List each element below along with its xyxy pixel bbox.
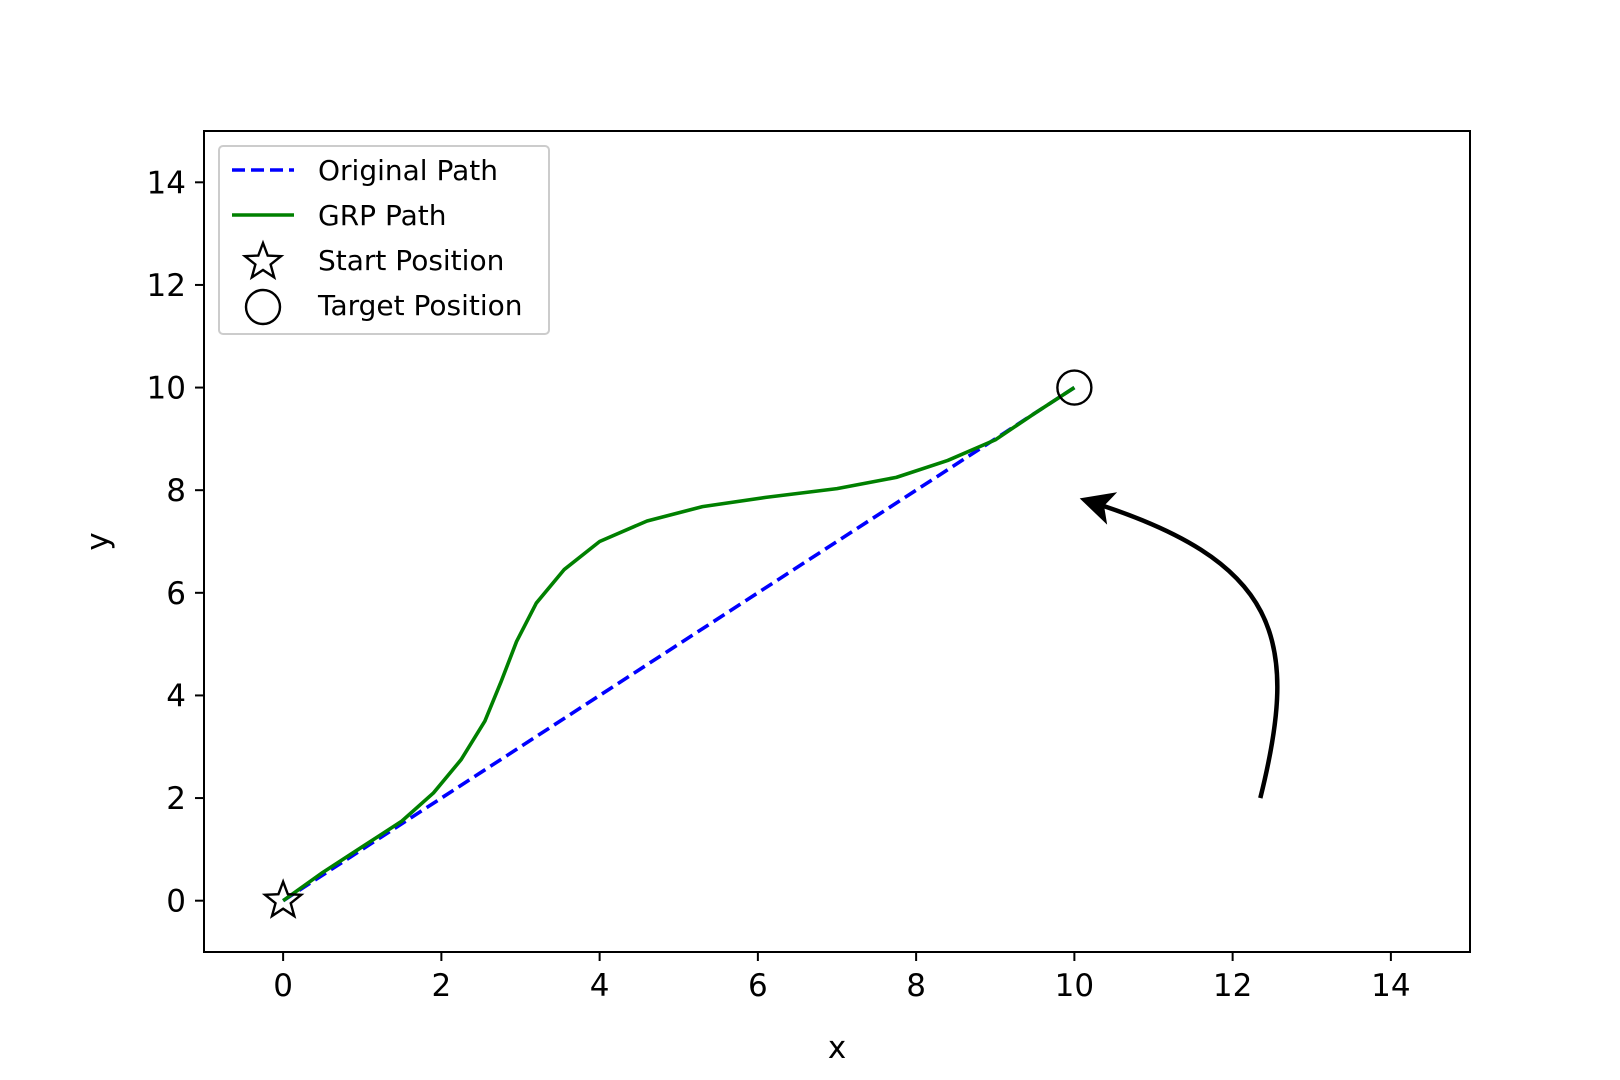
series-line-grp-path	[282, 386, 1076, 903]
target-position-marker	[1056, 369, 1093, 406]
x-tick-label: 2	[432, 968, 452, 1004]
x-tick-label: 14	[1371, 968, 1410, 1004]
y-axis-label: y	[80, 532, 116, 550]
series-line-original-path	[282, 386, 1076, 903]
annotation-layer	[1079, 492, 1280, 799]
curved-arrow-annotation	[1079, 492, 1280, 799]
legend: Original Path GRP Path Start Position Targe…	[218, 145, 550, 335]
y-tick-label: 4	[166, 678, 186, 714]
y-tick-label: 14	[147, 165, 186, 201]
legend-label-original-path: Original Path	[318, 154, 498, 187]
x-tick-label: 12	[1213, 968, 1252, 1004]
x-axis-label: x	[828, 1030, 846, 1066]
legend-box	[218, 145, 550, 335]
x-tick-label: 6	[748, 968, 768, 1004]
legend-swatch-start-position	[241, 239, 285, 281]
y-tick-label: 8	[166, 473, 186, 509]
legend-label-start-position: Start Position	[318, 244, 504, 277]
series-layer	[282, 386, 1076, 903]
marker-layer	[261, 369, 1093, 919]
x-tick-label: 8	[906, 968, 926, 1004]
axes-frame	[203, 130, 1471, 953]
y-tick-label: 2	[166, 781, 186, 817]
legend-label-grp-path: GRP Path	[318, 199, 446, 232]
y-tick-label: 10	[147, 371, 186, 407]
x-tick-label: 4	[590, 968, 610, 1004]
legend-swatch-target-position	[244, 288, 282, 326]
start-position-marker	[261, 878, 305, 919]
legend-label-target-position: Target Position	[317, 289, 523, 322]
y-tick-label: 6	[166, 576, 186, 612]
axes-layer: 0 2 4 6 8 10 12 14 0 2 4 6 8 10 12 14	[147, 130, 1471, 1004]
y-tick-label: 12	[147, 268, 186, 304]
x-tick-label: 0	[273, 968, 293, 1004]
y-tick-label: 0	[166, 884, 186, 920]
x-tick-label: 10	[1055, 968, 1094, 1004]
